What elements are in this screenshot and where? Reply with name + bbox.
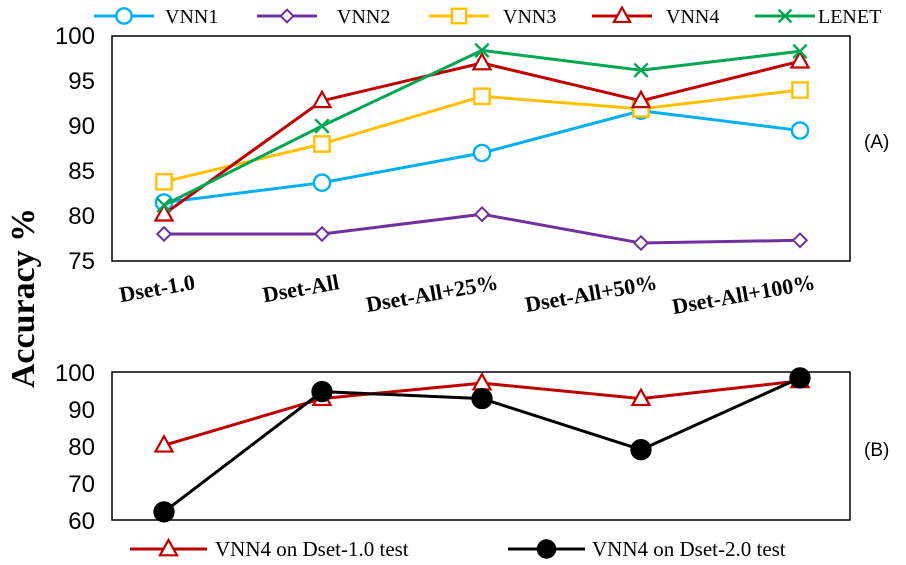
x-tick-label-dset-all: Dset-All: [261, 269, 341, 307]
series-vnn3: [155, 81, 809, 191]
legend-marker-shape-vnn4-dset-1-0: [158, 537, 179, 557]
series-lenet: [156, 42, 808, 213]
y-tick-label: 75: [68, 248, 95, 275]
series-group-a: [153, 42, 811, 252]
legend-marker-shape-vnn4-dset-2-0: [536, 539, 557, 559]
data-point-vnn4-dset-all: [311, 89, 333, 109]
y-tick-label: 100: [55, 23, 95, 50]
data-point-vnn4-on-dset-2-0-test-dset-all: [311, 380, 333, 403]
data-point-vnn4-on-dset-2-0-test-dset-all-25: [471, 387, 493, 410]
legend-label-lenet: LENET: [818, 6, 881, 28]
legend-item-vnn4: VNN4: [592, 5, 719, 28]
plot-area-b: [111, 371, 851, 521]
data-point-vnn2-dset-all-50: [632, 234, 650, 252]
series-group-b: [153, 367, 811, 523]
y-tick-label: 80: [68, 434, 95, 461]
data-point-lenet-dset-all-100: [792, 43, 808, 59]
legend-label-vnn1: VNN1: [165, 6, 218, 28]
data-point-vnn4-dset-all-100: [789, 49, 811, 69]
legend-label-vnn2: VNN2: [337, 6, 390, 28]
series-vnn4-on-dset-1-0-test: [153, 369, 811, 453]
y-tick-label: 70: [68, 471, 95, 498]
panel-label-b: (B): [864, 440, 889, 461]
x-tick-label-dset-all-25: Dset-All+25%: [364, 269, 500, 317]
legend-marker-shape-vnn3: [450, 7, 468, 25]
data-point-vnn4-on-dset-2-0-test-dset-1-0: [153, 501, 175, 523]
y-tick-label: 80: [68, 203, 95, 230]
y-tick-label: 60: [68, 508, 95, 535]
legend-item-vnn4-dset-2-0: VNN4 on Dset-2.0 test: [508, 537, 786, 561]
legend-marker-shape-lenet: [777, 8, 793, 24]
y-tick-label: 90: [68, 113, 95, 140]
data-point-vnn3-dset-all-25: [473, 87, 491, 106]
data-point-vnn4-dset-1-0: [153, 202, 175, 222]
legend-marker-vnn4: [612, 5, 632, 24]
x-tick-label-dset-1-0: Dset-1.0: [117, 269, 197, 307]
legend-marker-vnn4-dset-1-0: [158, 537, 179, 557]
legend-marker-vnn4-dset-2-0: [536, 539, 557, 559]
data-point-vnn1-dset-all-100: [790, 121, 810, 140]
data-point-vnn3-dset-1-0: [155, 172, 173, 191]
legend-marker-vnn3: [450, 7, 468, 25]
data-point-vnn2-dset-all: [313, 225, 331, 243]
data-point-vnn4-on-dset-2-0-test-dset-all-100: [789, 367, 811, 389]
legend-label-vnn4-dset-1-0: VNN4 on Dset-1.0 test: [215, 537, 409, 561]
legend-marker-lenet: [777, 8, 793, 24]
data-point-vnn2-dset-all-25: [473, 206, 491, 223]
legend-item-vnn4-dset-1-0: VNN4 on Dset-1.0 test: [130, 537, 409, 561]
y-tick-label: 85: [68, 158, 95, 185]
legend-item-vnn3: VNN3: [429, 6, 556, 28]
data-point-lenet-dset-all-25: [474, 42, 490, 58]
data-point-vnn1-dset-all: [312, 173, 332, 192]
data-point-vnn4-on-dset-1-0-test-dset-1-0: [153, 434, 175, 453]
legend-marker-shape-vnn1: [115, 7, 133, 25]
plot-area-a: [111, 35, 851, 262]
series-vnn1: [154, 101, 810, 212]
legend-label-vnn4: VNN4: [666, 6, 719, 28]
legend-b: VNN4 on Dset-1.0 test VNN4 on Dset-2.0 t…: [130, 537, 786, 561]
chart-panel-b: 60 70 80 90 100 (B) VNN4 on Dset-1.0 tes…: [55, 360, 889, 561]
y-tick-labels-a: 75 80 85 90 95 100: [55, 23, 95, 275]
data-point-lenet-dset-all-50: [633, 62, 649, 78]
y-tick-label: 90: [68, 397, 95, 424]
chart-panel-a: VNN1 VNN2 VNN3 VNN4 LENET: [55, 5, 889, 319]
legend-label-vnn3: VNN3: [503, 6, 556, 28]
data-point-vnn3-dset-all: [313, 135, 331, 153]
legend-item-vnn1: VNN1: [94, 6, 218, 28]
data-point-vnn4-dset-all-25: [471, 51, 493, 71]
data-point-vnn4-on-dset-2-0-test-dset-all-50: [630, 439, 652, 461]
legend-label-vnn4-dset-2-0: VNN4 on Dset-2.0 test: [592, 537, 786, 561]
series-line-lenet: [163, 48, 801, 207]
legend-marker-vnn1: [115, 7, 133, 25]
data-point-vnn4-on-dset-1-0-test-dset-all-50: [630, 387, 652, 407]
data-point-vnn2-dset-1-0: [155, 225, 173, 243]
legend-a: VNN1 VNN2 VNN3 VNN4 LENET: [94, 5, 881, 28]
x-tick-labels-a: Dset-1.0 Dset-All Dset-All+25% Dset-All+…: [117, 269, 817, 319]
legend-marker-vnn2: [279, 8, 295, 24]
series-vnn4: [153, 49, 811, 222]
data-point-lenet-dset-all: [314, 118, 330, 134]
y-tick-label: 100: [55, 360, 95, 387]
data-point-lenet-dset-1-0: [156, 197, 172, 213]
legend-item-lenet: LENET: [755, 6, 881, 28]
legend-item-vnn2: VNN2: [257, 6, 390, 28]
x-tick-label-dset-all-100: Dset-All+100%: [670, 269, 817, 319]
panel-label-a: (A): [864, 132, 889, 153]
legend-marker-shape-vnn4: [612, 5, 632, 24]
data-point-vnn4-dset-all-50: [630, 89, 652, 109]
series-vnn4-on-dset-2-0-test: [153, 367, 811, 523]
data-point-vnn3-dset-all-100: [791, 81, 809, 99]
legend-marker-shape-vnn2: [279, 8, 295, 24]
y-tick-labels-b: 60 70 80 90 100: [55, 360, 95, 535]
data-point-vnn4-on-dset-1-0-test-dset-all-25: [471, 371, 493, 391]
series-vnn2: [155, 206, 809, 252]
x-tick-label-dset-all-50: Dset-All+50%: [523, 269, 659, 317]
y-tick-label: 95: [68, 68, 95, 95]
data-point-vnn1-dset-all-25: [472, 143, 492, 163]
y-axis-title: Accuracy %: [5, 208, 42, 388]
data-point-vnn2-dset-all-100: [791, 232, 809, 249]
